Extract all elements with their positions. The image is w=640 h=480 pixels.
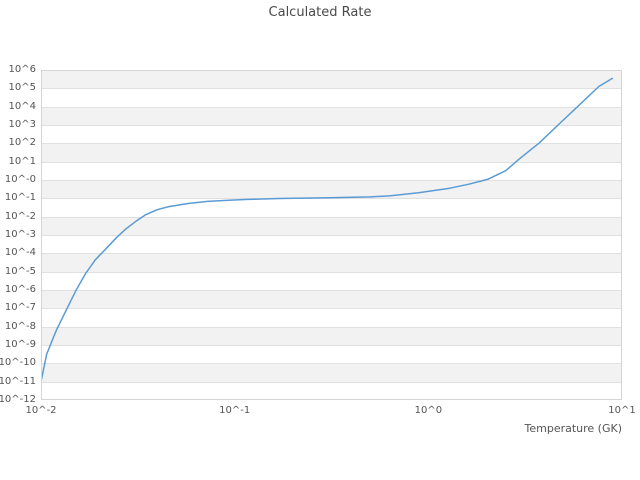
gridline — [41, 381, 622, 383]
chart-title: Calculated Rate — [268, 5, 372, 20]
grid-band — [41, 125, 622, 144]
grid-band — [41, 88, 622, 107]
gridline — [41, 161, 622, 163]
grid-band — [41, 271, 622, 290]
x-axis-title: Temperature (GK) — [524, 422, 623, 435]
calculated-rate-line — [41, 77, 614, 383]
grid-band — [41, 363, 622, 382]
y-tick-label: 10^1 — [8, 155, 36, 167]
y-tick-label: 10^-6 — [4, 284, 36, 295]
y-tick-label: 10^-9 — [4, 339, 36, 350]
x-tick-label: 10^-1 — [219, 405, 251, 416]
y-tick-label: 10^-12 — [0, 394, 36, 405]
y-tick-label: 10^-7 — [4, 302, 36, 314]
y-tick-label: 10^3 — [8, 119, 36, 130]
gridline — [41, 253, 622, 255]
gridline — [41, 106, 622, 108]
y-tick-label: 10^2 — [8, 137, 36, 149]
grid-band — [41, 308, 622, 327]
plot-area — [41, 70, 622, 400]
gridline — [41, 308, 622, 310]
gridline — [41, 125, 622, 126]
y-tick-label: 10^-4 — [4, 247, 36, 259]
grid-band — [41, 290, 622, 309]
y-axis-tick-labels: 10^6 10^5 10^4 10^3 10^2 10^1 10^-0 10^-1 10^-2 1… — [0, 0, 36, 480]
gridline — [41, 345, 622, 346]
grid-band — [41, 381, 622, 400]
grid-band — [41, 180, 622, 199]
gridline — [41, 290, 622, 291]
y-tick-label: 10^-8 — [4, 320, 36, 332]
grid-band — [41, 216, 622, 235]
y-tick-label: 10^6 — [8, 64, 36, 75]
gridline — [41, 198, 622, 200]
x-tick-label: 10^0 — [414, 405, 443, 416]
x-axis-tick-labels: 10^-2 10^-1 10^0 10^1 — [0, 404, 640, 420]
grid-band — [41, 326, 622, 345]
y-tick-label: 10^-3 — [4, 229, 36, 240]
y-tick-label: 10^5 — [8, 82, 36, 94]
grid-band — [41, 198, 622, 217]
gridline — [41, 88, 622, 90]
gridline — [41, 363, 622, 365]
y-tick-label: 10^-1 — [4, 192, 36, 204]
y-tick-label: 10^-5 — [4, 265, 36, 277]
y-tick-label: 10^-10 — [0, 357, 36, 369]
gridline — [41, 271, 622, 273]
grid-band — [41, 345, 622, 364]
rate-line-chart — [41, 77, 614, 383]
y-tick-label: 10^-2 — [4, 210, 36, 222]
grid-band — [41, 161, 622, 180]
gridline — [41, 180, 622, 181]
gridline — [41, 216, 622, 218]
grid-band — [41, 106, 622, 125]
gridline — [41, 235, 622, 236]
y-tick-label: 10^-11 — [0, 375, 36, 387]
gridline — [41, 143, 622, 145]
x-tick-label: 10^1 — [608, 405, 636, 416]
y-tick-label: 10^4 — [8, 100, 36, 112]
grid-band — [41, 253, 622, 272]
x-tick-label: 10^-2 — [25, 405, 57, 416]
y-tick-label: 10^-0 — [4, 174, 36, 185]
grid-band — [41, 235, 622, 254]
gridline — [41, 326, 622, 328]
grid-band — [41, 70, 622, 89]
grid-band — [41, 143, 622, 162]
